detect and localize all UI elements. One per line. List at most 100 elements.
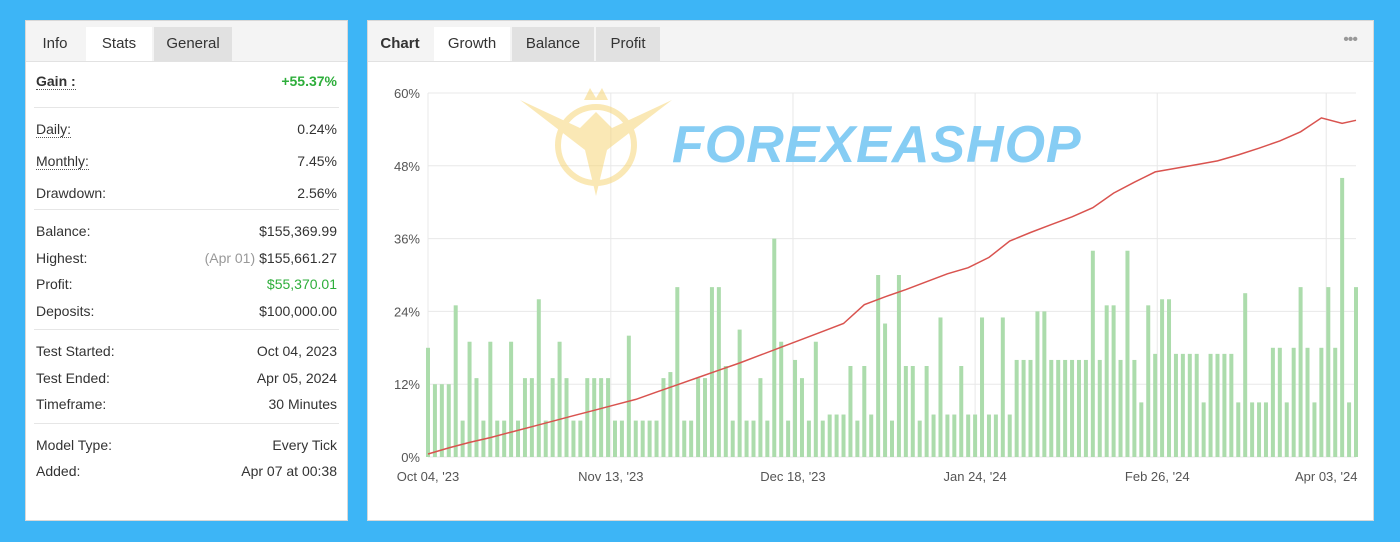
y-tick-label: 48% <box>394 159 420 174</box>
x-tick-label: Feb 26, '24 <box>1125 469 1190 484</box>
bar <box>993 414 998 457</box>
bar <box>571 420 576 457</box>
bar <box>744 420 749 457</box>
bar <box>1250 402 1255 457</box>
bar <box>1277 347 1282 457</box>
bar <box>758 378 763 457</box>
bar <box>1236 402 1241 457</box>
tab[interactable]: Balance <box>512 27 594 61</box>
bar <box>1347 402 1352 457</box>
bar <box>426 347 430 457</box>
bar <box>432 384 437 457</box>
stat-label: Profit: <box>36 276 73 292</box>
y-tick-label: 36% <box>394 232 420 247</box>
bar <box>903 366 908 457</box>
stat-value-wrap: 30 Minutes <box>269 396 337 412</box>
tab[interactable]: Chart <box>380 35 420 52</box>
stat-label: Balance: <box>36 223 91 239</box>
bar <box>1194 353 1199 457</box>
x-tick-label: Apr 03, '24 <box>1295 469 1357 484</box>
bar <box>1104 305 1109 457</box>
bar <box>488 341 493 457</box>
tab[interactable]: General <box>154 27 232 61</box>
stat-label: Timeframe: <box>36 396 107 412</box>
stat-value: 2.56% <box>297 185 337 201</box>
bar <box>980 317 985 457</box>
stat-value-wrap: Apr 05, 2024 <box>257 370 337 386</box>
gain-value: +55.37% <box>281 73 337 89</box>
x-tick-label: Dec 18, '23 <box>760 469 825 484</box>
stat-label: Daily: <box>36 121 72 138</box>
bar <box>765 420 770 457</box>
bar <box>834 414 839 457</box>
bar <box>1021 359 1026 457</box>
bar <box>896 275 901 457</box>
stat-label: Test Ended: <box>36 369 110 386</box>
bar <box>924 366 929 457</box>
growth-line <box>427 117 1357 455</box>
bar <box>1180 353 1185 457</box>
watermark: FOREXEASHOP <box>672 116 1082 174</box>
stat-value-wrap: 0.24% <box>297 121 337 137</box>
tab[interactable]: Info <box>42 35 68 52</box>
bar <box>876 275 881 457</box>
bar <box>848 366 853 457</box>
bar <box>1125 250 1130 457</box>
bar <box>869 414 874 457</box>
bar <box>509 341 514 457</box>
bar <box>1132 359 1137 457</box>
y-tick-label: 60% <box>394 86 420 101</box>
bar <box>460 420 465 457</box>
stat-value: Oct 04, 2023 <box>256 343 337 359</box>
stat-value-wrap: $155,369.99 <box>259 223 337 239</box>
bar <box>1333 347 1338 457</box>
bar <box>1263 402 1268 457</box>
bar <box>467 341 472 457</box>
bar <box>550 378 555 457</box>
menu[interactable]: ••• <box>1343 31 1358 48</box>
bar <box>1028 359 1033 457</box>
bar <box>716 287 721 457</box>
bar <box>772 238 777 457</box>
bar <box>502 420 507 457</box>
y-tick-label: 24% <box>394 304 420 319</box>
bar <box>952 414 957 457</box>
tab[interactable]: Stats <box>86 27 152 61</box>
bar <box>446 384 451 457</box>
bar <box>862 366 867 457</box>
bar <box>793 359 798 457</box>
stat-label: Drawdown: <box>36 185 107 201</box>
bar <box>1167 299 1172 457</box>
bar <box>806 420 811 457</box>
bar <box>1076 359 1081 457</box>
bar <box>1215 353 1220 457</box>
stat-label: Deposits: <box>36 302 95 319</box>
bar <box>1340 177 1345 457</box>
bar <box>1000 317 1005 457</box>
bar <box>938 317 943 457</box>
bar <box>647 420 652 457</box>
stat-value-wrap: Apr 07 at 00:38 <box>241 463 337 479</box>
tab[interactable]: Profit <box>596 27 660 61</box>
bar <box>1187 353 1192 457</box>
bar <box>626 335 631 457</box>
bar <box>696 378 701 457</box>
tab[interactable]: Growth <box>434 27 510 61</box>
stat-value: $100,000.00 <box>259 302 337 319</box>
bar <box>1354 287 1358 457</box>
bar <box>612 420 617 457</box>
bar <box>1291 347 1296 457</box>
bar <box>945 414 950 457</box>
stat-value-wrap: 7.45% <box>297 153 337 169</box>
bar <box>1208 353 1213 457</box>
bar <box>917 420 922 457</box>
bar <box>661 378 666 457</box>
gain-label: Gain : <box>36 73 76 90</box>
stat-label: Model Type: <box>36 436 113 453</box>
bar <box>529 378 534 457</box>
y-tick-label: 12% <box>394 377 420 392</box>
stats-panel: Info Stats General Gain : +55.37% Daily: 0.24… <box>25 20 348 521</box>
bar <box>1153 353 1158 457</box>
bar <box>439 384 444 457</box>
